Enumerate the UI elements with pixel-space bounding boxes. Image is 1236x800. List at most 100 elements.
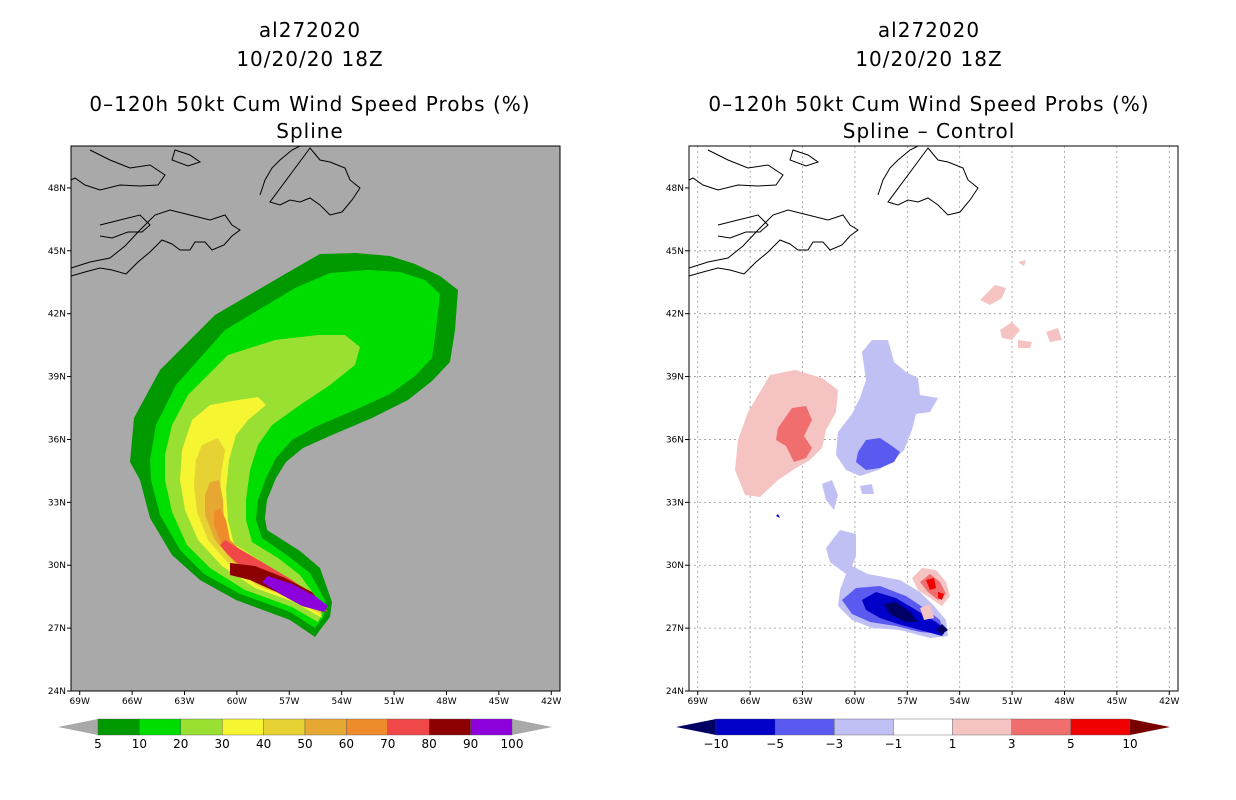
right-storm-id: al272020 [877, 18, 981, 42]
right-subtitle: Spline – Control [842, 119, 1016, 143]
lat-label: 39N [666, 373, 684, 383]
colorbar-swatch [263, 718, 306, 736]
diff-region-plus3-northwest [776, 406, 812, 462]
colorbar-label: 20 [173, 737, 188, 751]
right-coastlines [689, 146, 979, 277]
diff-region-minus5-speck [776, 514, 780, 518]
colorbar-under-arrow [58, 719, 98, 735]
right-panel-title: al272020 10/20/20 18Z 0–120h 50kt Cum Wi… [654, 16, 1204, 146]
lat-label: 27N [48, 624, 66, 634]
lat-label: 42N [48, 310, 66, 320]
lat-label: 24N [48, 687, 66, 697]
diff-region-minus1-central [836, 340, 938, 476]
lat-label: 24N [666, 687, 684, 697]
lon-label: 57W [279, 697, 299, 707]
lon-label: 69W [688, 697, 708, 707]
colorbar-label: 10 [132, 737, 147, 751]
diff-region-minus10-tip [936, 624, 948, 634]
right-axis-ticks: 48N 45N 42N 39N 36N 33N 30N 27N 24N 69W 66W 63W 60W 5… [666, 184, 1180, 707]
diff-region-plus1-northeast-c [1018, 340, 1032, 348]
colorbar-swatch [952, 718, 1012, 736]
lon-label: 48W [436, 697, 456, 707]
colorbar-label: 60 [339, 737, 354, 751]
contour-60pct [214, 508, 326, 613]
colorbar-swatch [470, 718, 513, 736]
colorbar-label: 3 [1008, 737, 1016, 751]
lon-label: 45W [489, 697, 509, 707]
right-colorbar: −10 −5 −3 −1 1 3 5 10 [676, 718, 1170, 751]
right-difference-contours [735, 260, 1062, 638]
colorbar-swatch [834, 718, 894, 736]
diff-region-plus1-northeast-e [1018, 260, 1026, 266]
lat-label: 48N [48, 184, 66, 194]
colorbar-label: 10 [1122, 737, 1137, 751]
colorbar-swatch [180, 718, 223, 736]
lat-label: 39N [48, 373, 66, 383]
left-probability-contours [130, 253, 458, 637]
lon-label: 63W [174, 697, 194, 707]
right-date: 10/20/20 18Z [855, 47, 1003, 71]
colorbar-under-arrow [676, 719, 716, 735]
colorbar-swatch [97, 718, 140, 736]
left-map-frame [70, 145, 561, 692]
colorbar-label: 5 [94, 737, 102, 751]
lon-label: 42W [541, 697, 561, 707]
lon-label: 66W [122, 697, 142, 707]
lat-label: 45N [48, 247, 66, 257]
diff-region-minus1-speck-a [822, 480, 838, 510]
colorbar-label: 90 [463, 737, 478, 751]
right-difference-map: 48N 45N 42N 39N 36N 33N 30N 27N 24N 69W 66W 63W 60W 5… [666, 145, 1180, 707]
colorbar-swatch [715, 718, 776, 736]
colorbar-label: −3 [825, 737, 843, 751]
colorbar-swatch [1011, 718, 1072, 736]
lon-label: 42W [1159, 697, 1179, 707]
colorbar-label: 100 [501, 737, 524, 751]
lon-label: 48W [1054, 697, 1074, 707]
colorbar-label: 1 [949, 737, 957, 751]
colorbar-label: 30 [215, 737, 230, 751]
lon-label: 60W [227, 697, 247, 707]
colorbar-swatch [304, 718, 347, 736]
colorbar-label: 50 [297, 737, 312, 751]
colorbar-swatch [139, 718, 181, 736]
lat-label: 36N [48, 435, 66, 445]
lon-label: 66W [740, 697, 760, 707]
diff-region-plus1-northeast-b [1000, 322, 1020, 340]
colorbar-label: −5 [766, 737, 784, 751]
right-product: 0–120h 50kt Cum Wind Speed Probs (%) [708, 92, 1150, 116]
colorbar-swatch [893, 718, 953, 736]
left-panel-title: al272020 10/20/20 18Z 0–120h 50kt Cum Wi… [40, 16, 580, 146]
colorbar-swatch [429, 718, 471, 736]
lon-label: 51W [1002, 697, 1022, 707]
lon-label: 45W [1107, 697, 1127, 707]
colorbar-label: −1 [885, 737, 903, 751]
lon-label: 51W [384, 697, 404, 707]
colorbar-label: −10 [703, 737, 728, 751]
lat-label: 48N [666, 184, 684, 194]
colorbar-label: 5 [1067, 737, 1075, 751]
lat-label: 36N [666, 435, 684, 445]
colorbar-swatch [346, 718, 388, 736]
left-coastlines [71, 146, 361, 277]
diff-region-plus5-south [924, 578, 944, 616]
lat-label: 45N [666, 247, 684, 257]
left-product: 0–120h 50kt Cum Wind Speed Probs (%) [89, 92, 531, 116]
diff-region-plus1-northeast-a [980, 285, 1006, 305]
colorbar-swatch [774, 718, 835, 736]
left-subtitle: Spline [276, 119, 344, 143]
lat-label: 33N [666, 498, 684, 508]
lon-label: 60W [845, 697, 865, 707]
left-axis-ticks: 48N 45N 42N 39N 36N 33N 30N 27N 24N 69W 66W 63W 60W 5… [48, 184, 562, 707]
lat-label: 30N [48, 561, 66, 571]
lat-label: 42N [666, 310, 684, 320]
colorbar-swatch [1070, 718, 1131, 736]
lon-label: 63W [792, 697, 812, 707]
contour-90pct [262, 576, 328, 612]
lat-label: 33N [48, 498, 66, 508]
left-storm-id: al272020 [258, 18, 362, 42]
lon-label: 57W [897, 697, 917, 707]
left-date: 10/20/20 18Z [236, 47, 384, 71]
colorbar-over-arrow [512, 719, 552, 735]
right-map-frame [688, 145, 1179, 692]
colorbar-label: 40 [256, 737, 271, 751]
